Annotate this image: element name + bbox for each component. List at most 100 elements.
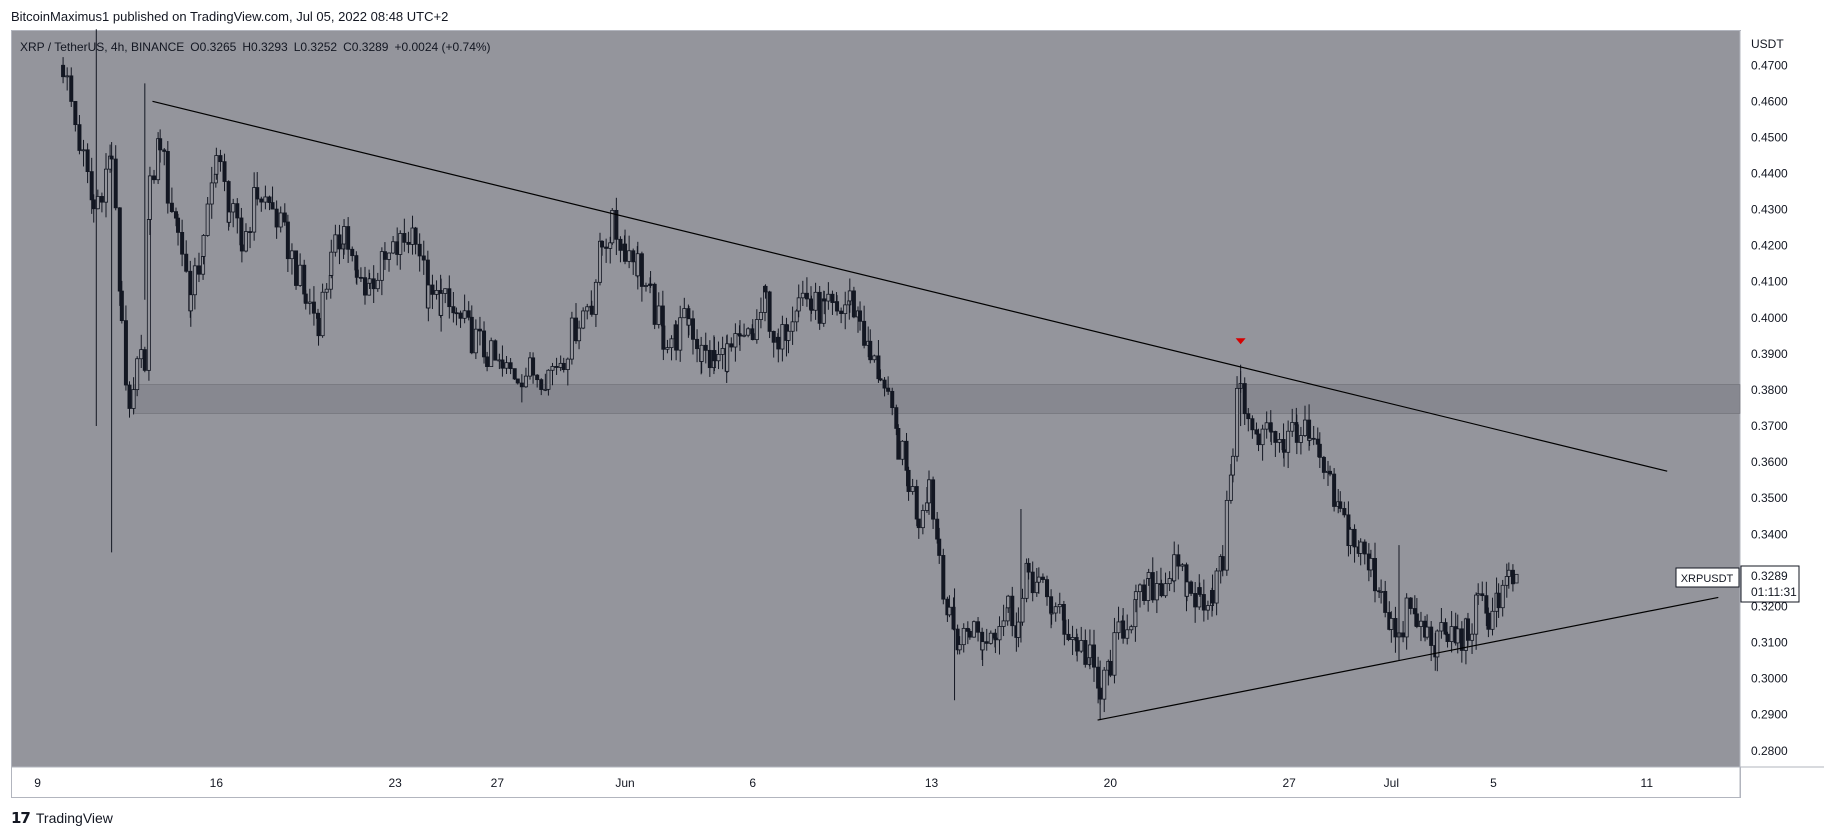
candle bbox=[1070, 625, 1075, 656]
candle-body bbox=[639, 253, 644, 287]
candle bbox=[800, 280, 805, 307]
candle-body bbox=[796, 297, 801, 312]
candle bbox=[1087, 629, 1092, 670]
candle-body bbox=[1317, 443, 1322, 458]
close-label: C bbox=[343, 40, 352, 54]
candle-body bbox=[1034, 581, 1039, 594]
candle bbox=[682, 297, 687, 319]
candle bbox=[1445, 631, 1450, 648]
candle bbox=[342, 219, 347, 255]
candle-body bbox=[608, 242, 613, 249]
candle bbox=[976, 617, 981, 642]
candle-body bbox=[920, 510, 925, 529]
candle-body bbox=[173, 211, 178, 219]
candle bbox=[598, 232, 603, 286]
time-axis[interactable] bbox=[12, 767, 1740, 797]
candle bbox=[1282, 440, 1287, 467]
candle-body bbox=[341, 243, 346, 250]
candle-body bbox=[794, 310, 799, 323]
candle bbox=[1506, 562, 1511, 589]
candle-body bbox=[1242, 383, 1247, 415]
candle bbox=[648, 271, 653, 288]
candle bbox=[1205, 600, 1210, 620]
candle bbox=[252, 172, 257, 241]
symbol-legend[interactable]: XRP / TetherUS, 4h, BINANCE O0.3265 H0.329… bbox=[20, 40, 491, 54]
candle-body bbox=[1352, 528, 1357, 548]
price-axis[interactable] bbox=[1740, 31, 1824, 767]
candle-body bbox=[725, 343, 730, 372]
candle-body bbox=[610, 210, 615, 244]
candle-body bbox=[1393, 618, 1398, 638]
candle bbox=[1016, 607, 1021, 648]
ascending-trendline[interactable] bbox=[1097, 596, 1719, 721]
candle-body bbox=[992, 632, 997, 639]
candle-body bbox=[469, 316, 474, 354]
candle bbox=[324, 283, 329, 300]
candle bbox=[458, 310, 463, 328]
candle-body bbox=[1268, 422, 1273, 432]
candle bbox=[1290, 408, 1295, 437]
candle-body bbox=[1348, 528, 1353, 547]
candle-body bbox=[1163, 583, 1168, 597]
candle bbox=[878, 369, 883, 382]
candle-body bbox=[800, 292, 805, 299]
candle-body bbox=[337, 234, 342, 250]
candle bbox=[135, 356, 140, 397]
candle-body bbox=[519, 382, 524, 388]
last-price-badge[interactable]: XRPUSDT 0.3289 01:11:31 bbox=[1675, 565, 1800, 603]
candle bbox=[720, 336, 725, 370]
candle-body bbox=[1026, 562, 1031, 573]
candle-body bbox=[1189, 581, 1194, 594]
candle-body bbox=[750, 328, 755, 335]
candle bbox=[1484, 581, 1489, 627]
candle bbox=[1214, 568, 1219, 616]
candle bbox=[113, 145, 118, 211]
candle-body bbox=[1435, 630, 1440, 658]
candle-body bbox=[227, 211, 232, 223]
price-tick-label: 0.3800 bbox=[1751, 383, 1788, 397]
candle bbox=[627, 235, 632, 269]
descending-trendline[interactable] bbox=[152, 100, 1668, 472]
candle-body bbox=[1484, 595, 1489, 614]
candle-body bbox=[218, 155, 223, 163]
candle-body bbox=[1273, 431, 1278, 443]
candle bbox=[152, 169, 157, 184]
candle bbox=[142, 346, 147, 373]
candle bbox=[430, 274, 435, 310]
candle-body bbox=[965, 627, 970, 632]
candle bbox=[147, 166, 152, 235]
candle bbox=[127, 381, 132, 418]
candle-body bbox=[1197, 587, 1202, 595]
candle bbox=[790, 306, 795, 345]
candle-body bbox=[458, 312, 463, 319]
candle-body bbox=[1049, 612, 1054, 615]
candle bbox=[493, 339, 498, 361]
candle-body bbox=[937, 538, 942, 556]
price-tick-label: 0.2800 bbox=[1751, 744, 1788, 758]
candle bbox=[699, 344, 704, 374]
candle-body bbox=[1193, 593, 1198, 608]
candle bbox=[1184, 574, 1189, 602]
candle-body bbox=[750, 333, 755, 341]
candle bbox=[1146, 568, 1151, 586]
candle-body bbox=[328, 275, 333, 290]
price-tick-label: 0.3000 bbox=[1751, 672, 1788, 686]
candle-body bbox=[598, 240, 603, 283]
candle-body bbox=[443, 288, 448, 294]
candle bbox=[1246, 407, 1251, 432]
candle-body bbox=[1362, 541, 1367, 555]
candle bbox=[531, 352, 536, 384]
candle bbox=[192, 257, 197, 310]
candle-body bbox=[635, 253, 640, 277]
tradingview-logo[interactable]: 17 TradingView bbox=[11, 809, 113, 827]
candle-body bbox=[737, 334, 742, 337]
price-axis-ticks: 0.4700 0.4600 0.4500 0.4400 0.4300 0.4200 0.41… bbox=[1751, 58, 1788, 757]
candle-body bbox=[660, 305, 665, 327]
candle bbox=[1286, 420, 1291, 469]
candle bbox=[577, 320, 582, 350]
candle bbox=[85, 143, 90, 184]
candle-body bbox=[1142, 584, 1147, 601]
candle bbox=[1342, 501, 1347, 518]
candle bbox=[508, 358, 513, 375]
